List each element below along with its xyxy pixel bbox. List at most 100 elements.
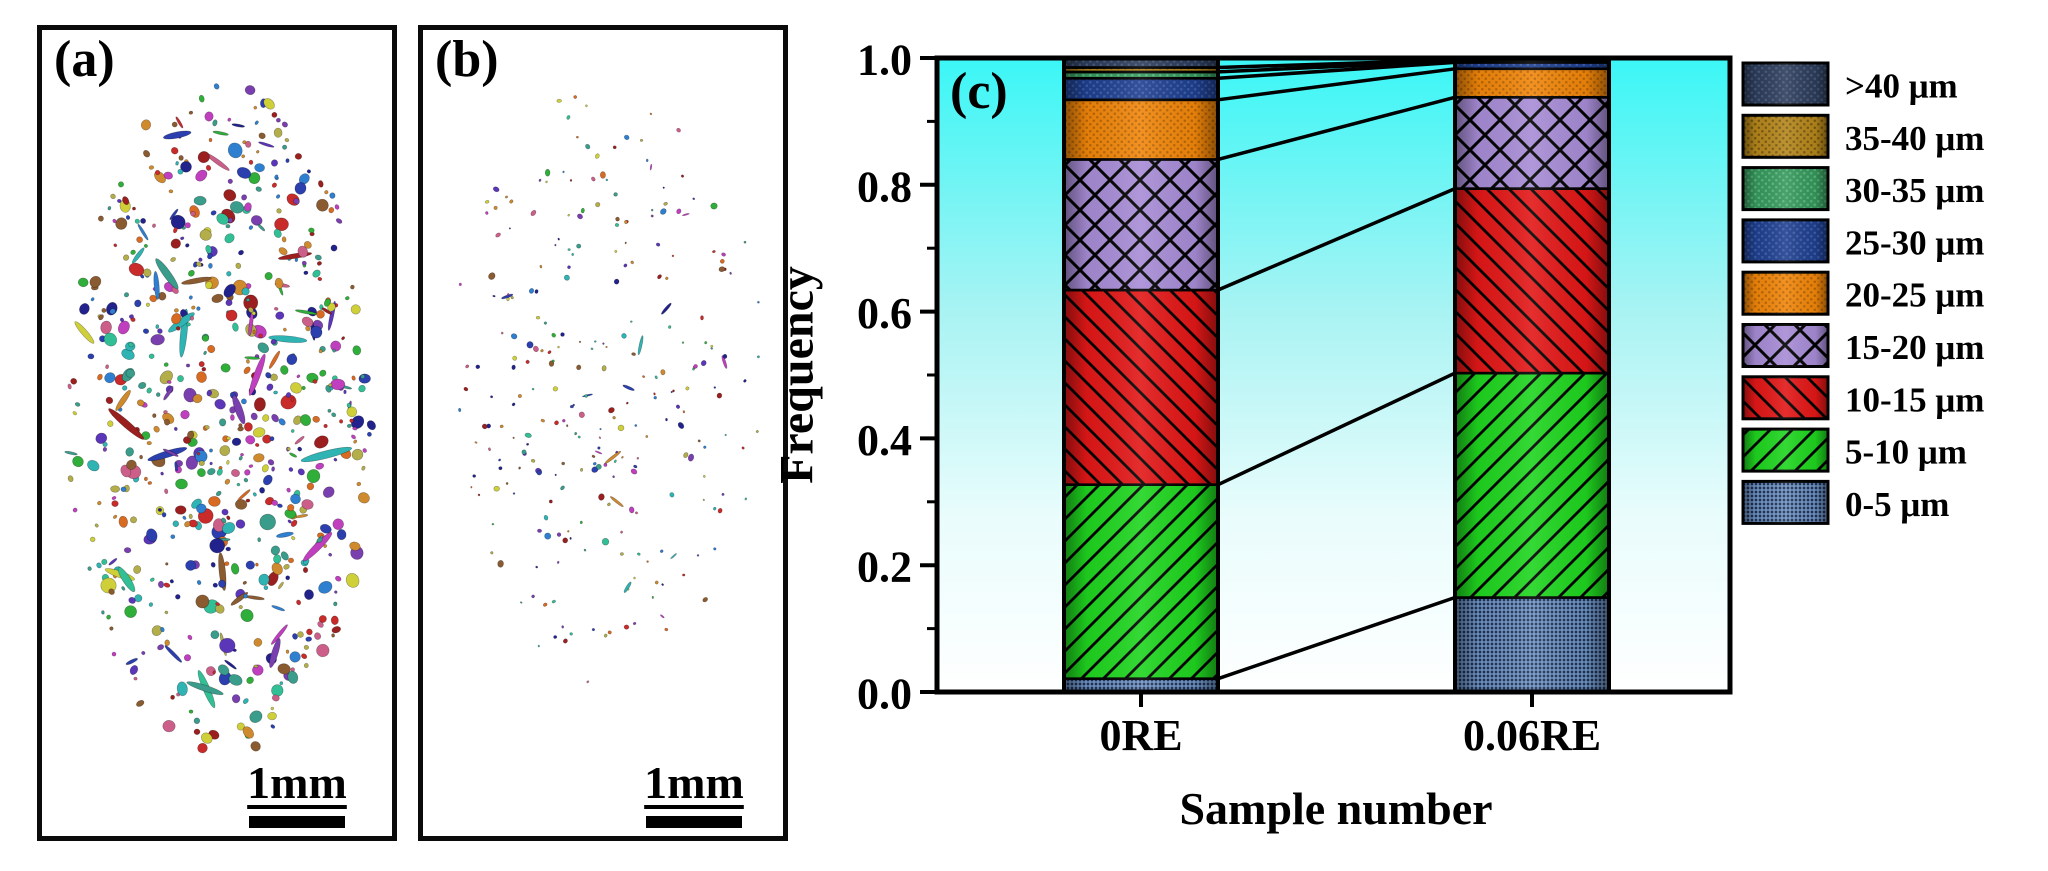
particle [544, 168, 551, 177]
particle [670, 390, 673, 394]
particle [120, 486, 127, 493]
connector-line [1217, 58, 1456, 70]
particle [509, 199, 514, 204]
particle [668, 325, 672, 329]
particle [525, 359, 530, 364]
legend-label: >40 μm [1845, 67, 1958, 106]
particle [67, 475, 74, 483]
particle [630, 468, 638, 475]
particle [122, 385, 128, 391]
particle [125, 368, 136, 378]
particle [122, 196, 130, 205]
particle [685, 386, 690, 391]
particle [147, 481, 152, 485]
particle [601, 365, 607, 372]
particle [238, 605, 243, 610]
particle [276, 208, 282, 214]
particle [143, 268, 152, 277]
particle [490, 395, 494, 399]
particle [345, 573, 360, 588]
particle [181, 226, 186, 230]
particle [110, 485, 120, 493]
particle [285, 392, 292, 398]
particle [177, 375, 184, 383]
particle [235, 499, 248, 510]
particle [665, 417, 668, 422]
particle [212, 670, 216, 675]
particle [70, 378, 78, 385]
particle [238, 456, 243, 461]
particle [266, 383, 274, 391]
particle [669, 492, 675, 498]
particle [175, 505, 187, 515]
particle [181, 276, 212, 285]
particle [279, 681, 284, 686]
particle [334, 204, 340, 210]
particle [318, 615, 327, 623]
particle [137, 223, 149, 241]
particle [240, 609, 254, 622]
particle [576, 135, 579, 139]
particle [244, 202, 252, 212]
legend-label: 20-25 μm [1845, 276, 1984, 315]
particle [607, 630, 612, 635]
particle [276, 531, 294, 538]
connector-line [1217, 371, 1456, 487]
particle [245, 498, 251, 503]
x-category-label: 0.06RE [1463, 711, 1601, 760]
particle [755, 430, 759, 433]
particle [186, 322, 191, 327]
particle [142, 328, 150, 334]
legend: >40 μm 35-40 μm 30-35 μm 25-30 μm 20-25 μm 15… [1741, 61, 1984, 525]
particle [257, 537, 262, 543]
particle [566, 424, 569, 428]
particle [297, 245, 309, 258]
particle [243, 422, 253, 432]
particle [162, 448, 179, 457]
particle [98, 314, 104, 321]
particle [113, 243, 118, 248]
particle [226, 271, 232, 277]
particle [107, 206, 112, 211]
connector-line [1217, 59, 1456, 74]
particle [599, 171, 606, 179]
particle [109, 626, 114, 631]
particle [721, 492, 725, 496]
particle [654, 580, 659, 585]
particle [123, 547, 132, 554]
particle [366, 420, 376, 431]
legend-item: 5-10 μm [1741, 427, 1967, 473]
particle [89, 275, 102, 288]
particle [208, 496, 221, 507]
legend-label: 10-15 μm [1845, 380, 1984, 419]
particle [268, 350, 281, 369]
particle [152, 223, 156, 228]
particle [221, 508, 229, 516]
particle [741, 446, 745, 450]
particle-cloud [458, 95, 760, 684]
particle [210, 210, 217, 216]
particle [623, 581, 632, 593]
particle [543, 321, 547, 325]
particle [547, 350, 552, 355]
particle [521, 449, 527, 455]
particle [301, 260, 307, 266]
particle [281, 121, 288, 128]
particle [89, 536, 96, 543]
particle [188, 295, 193, 300]
particle [170, 534, 176, 540]
particle [196, 306, 201, 311]
particle [329, 192, 336, 199]
particle [331, 633, 335, 638]
particle [271, 694, 280, 702]
particle [262, 414, 270, 422]
legend-swatch-shading [1743, 167, 1828, 210]
particle [190, 210, 196, 217]
particle [271, 499, 278, 506]
particle [232, 394, 246, 425]
particle [316, 537, 323, 543]
particle [352, 345, 362, 356]
particle [649, 112, 653, 116]
particle [314, 254, 322, 261]
particle [257, 342, 269, 354]
